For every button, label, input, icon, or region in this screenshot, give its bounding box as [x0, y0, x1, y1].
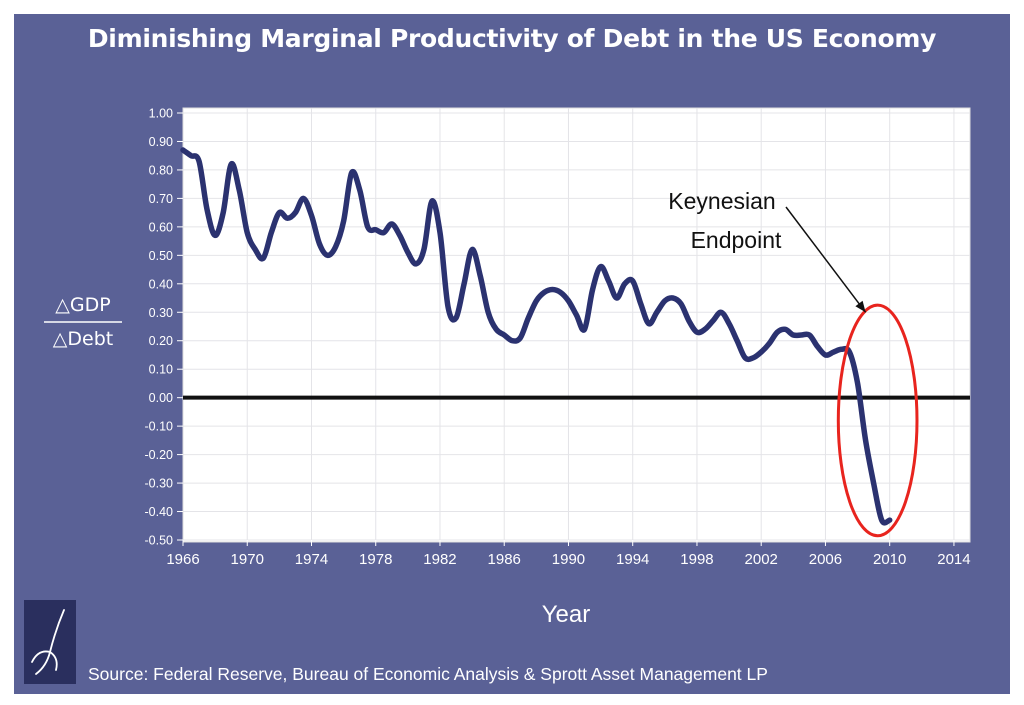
series-line	[180, 147, 893, 526]
y-tick-label: 1.00	[149, 107, 173, 121]
y-tick-label: 0.00	[149, 391, 173, 405]
y-tick-label: 0.80	[149, 163, 173, 177]
albatross-icon	[31, 609, 65, 675]
x-tick-label: 1998	[680, 551, 713, 568]
y-axis-label-denominator: △Debt	[53, 328, 113, 350]
x-tick-label: 2002	[745, 551, 778, 568]
x-tick-label: 1978	[359, 551, 392, 568]
y-tick-label: -0.50	[145, 534, 174, 548]
sprott-logo	[24, 600, 76, 684]
y-tick-label: 0.60	[149, 220, 173, 234]
y-axis-label-numerator: △GDP	[55, 294, 110, 316]
annotation-text-line1: Keynesian	[668, 188, 775, 214]
x-tick-label: 1982	[423, 551, 456, 568]
y-tick-label: -0.30	[145, 477, 174, 491]
y-tick-label: -0.20	[145, 448, 174, 462]
y-tick-label: 0.30	[149, 306, 173, 320]
x-tick-label: 1986	[488, 551, 521, 568]
x-tick-label: 2014	[937, 551, 970, 568]
annotation-arrowhead	[855, 300, 866, 313]
x-tick-label: 1966	[166, 551, 199, 568]
x-tick-label: 1970	[231, 551, 264, 568]
y-tick-label: 0.50	[149, 249, 173, 263]
plot-area	[182, 107, 971, 543]
x-tick-label: 1990	[552, 551, 585, 568]
y-tick-label: -0.40	[145, 505, 174, 519]
y-tick-label: 0.70	[149, 192, 173, 206]
y-tick-label: -0.10	[145, 420, 174, 434]
highlight-ellipse	[836, 303, 919, 538]
annotation-arrow	[785, 206, 867, 313]
y-tick-label: 0.40	[149, 277, 173, 291]
annotation-text-line2: Endpoint	[691, 227, 782, 253]
x-axis-ticks: 1966 1970 1974 1978 1982 1986 1990 1994 1998 2002…	[166, 540, 971, 568]
x-tick-label: 2006	[809, 551, 842, 568]
x-tick-label: 2010	[873, 551, 906, 568]
x-tick-label: 1974	[295, 551, 328, 568]
source-note: Source: Federal Reserve, Bureau of Econo…	[88, 664, 768, 684]
y-tick-label: 0.90	[149, 135, 173, 149]
y-tick-label: 0.20	[149, 334, 173, 348]
x-tick-label: 1994	[616, 551, 649, 568]
x-axis-label: Year	[542, 601, 591, 628]
y-tick-label: 0.10	[149, 363, 173, 377]
chart-title: Diminishing Marginal Productivity of Deb…	[87, 24, 937, 53]
y-axis-ticks: 1.00 0.90 0.80 0.70 0.60 0.50 0.40 0.30 0.20 0.10…	[145, 107, 183, 548]
